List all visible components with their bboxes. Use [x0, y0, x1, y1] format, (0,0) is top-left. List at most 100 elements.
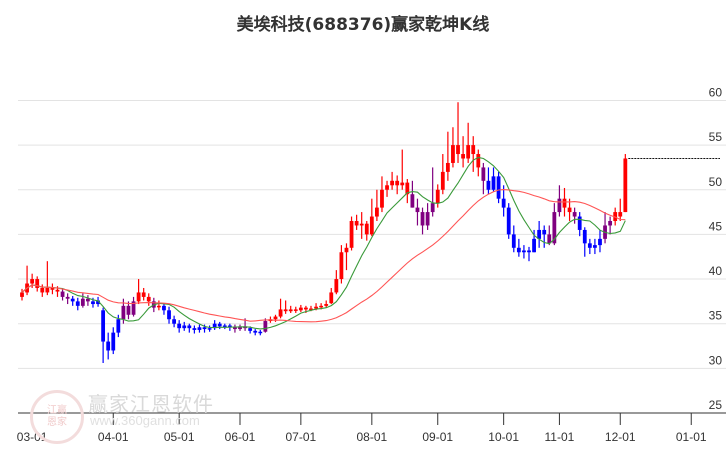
y-tick-label: 35	[709, 309, 723, 323]
candle-body	[50, 287, 55, 290]
candle	[25, 265, 29, 296]
candle	[603, 212, 607, 244]
candle-body	[283, 309, 288, 312]
candle	[481, 162, 486, 195]
candle	[461, 136, 465, 168]
candle	[86, 295, 90, 306]
candle	[197, 324, 202, 333]
candle-body	[146, 296, 151, 302]
candle	[359, 212, 364, 239]
candle	[96, 296, 100, 307]
candle	[618, 198, 623, 222]
candle-body	[375, 207, 379, 217]
candle	[380, 176, 384, 213]
candle	[537, 221, 542, 248]
candle	[329, 287, 334, 305]
candle-body	[359, 223, 364, 226]
candle-body	[430, 203, 435, 213]
candle	[400, 149, 405, 190]
candle	[106, 332, 111, 360]
candle-body	[400, 182, 405, 186]
candle	[258, 329, 263, 336]
candle-body	[304, 307, 308, 310]
candle	[522, 245, 526, 259]
candle-body	[562, 198, 567, 208]
y-tick-label: 45	[709, 219, 723, 233]
ma-long-line	[21, 189, 626, 323]
candle	[222, 323, 227, 330]
x-tick-label: 09-01	[422, 430, 453, 444]
candle-body	[212, 323, 217, 329]
candle	[136, 279, 141, 305]
candle	[375, 189, 379, 222]
candle-body	[532, 238, 536, 253]
candle-body	[435, 189, 440, 204]
candle-body	[496, 176, 501, 199]
candle-body	[339, 252, 344, 280]
candle	[511, 225, 516, 253]
candle-body	[567, 207, 572, 213]
candle-body	[131, 301, 136, 315]
candle	[187, 323, 192, 333]
candle	[369, 198, 374, 237]
candle-body	[527, 250, 531, 253]
candle	[390, 171, 395, 190]
candle	[486, 167, 491, 195]
candle	[542, 225, 547, 248]
candle-body	[456, 145, 460, 155]
candle-body	[162, 305, 166, 311]
candle-body	[80, 298, 85, 306]
candle	[156, 300, 161, 311]
candle-body	[598, 238, 602, 246]
candle	[162, 303, 166, 315]
candle-body	[202, 327, 207, 330]
candle	[182, 321, 187, 331]
candle	[75, 297, 80, 311]
candle	[141, 287, 146, 301]
x-tick-label: 12-01	[605, 430, 636, 444]
candle	[527, 246, 531, 262]
candle-body	[222, 325, 227, 327]
y-tick-label: 30	[709, 353, 723, 367]
candle	[354, 214, 359, 230]
candle-body	[177, 323, 182, 329]
candle-body	[233, 327, 237, 330]
candle-body	[96, 300, 100, 305]
candle-body	[420, 212, 425, 226]
candle-body	[587, 243, 592, 248]
x-tick-label: 04-01	[98, 430, 129, 444]
candle	[283, 300, 288, 314]
candle-body	[45, 287, 50, 293]
candle	[212, 320, 217, 330]
y-tick-label: 50	[709, 175, 723, 189]
ma-short-line	[21, 156, 626, 330]
candle	[385, 180, 389, 197]
candle	[516, 238, 521, 257]
candle	[344, 243, 349, 271]
candle	[65, 293, 70, 305]
candle-body	[506, 207, 511, 235]
candle-body	[111, 332, 116, 351]
watermark-url: www.360gann.com	[90, 413, 200, 428]
candle	[552, 203, 557, 246]
candle	[278, 298, 283, 319]
candle-body	[354, 221, 359, 226]
candle-body	[314, 306, 318, 309]
candle-body	[486, 180, 491, 190]
candle-body	[263, 321, 268, 332]
candle	[192, 325, 197, 334]
candle-body	[623, 158, 628, 213]
candle-body	[187, 325, 192, 329]
candle	[410, 180, 415, 208]
candle	[466, 122, 471, 163]
x-tick-label: 07-01	[285, 430, 316, 444]
candle	[207, 325, 212, 332]
candle	[80, 293, 85, 308]
candle-body	[577, 216, 582, 230]
candle-body	[380, 189, 384, 208]
candle-body	[466, 145, 471, 159]
candle	[451, 127, 455, 168]
y-tick-label: 55	[709, 130, 723, 144]
candle-body	[227, 325, 232, 328]
